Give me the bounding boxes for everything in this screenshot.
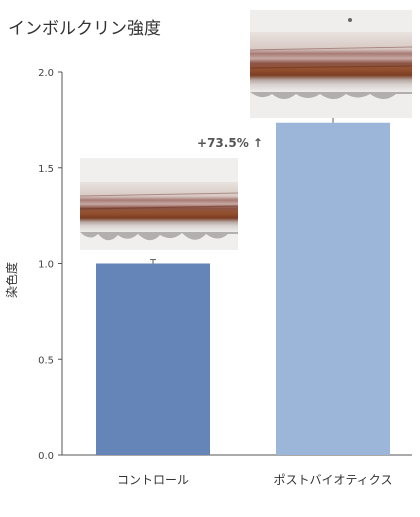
x-category-label: コントロール bbox=[117, 473, 189, 487]
bar-control bbox=[96, 263, 210, 455]
control-tissue-micrograph bbox=[79, 158, 239, 250]
postbiotics-tissue-micrograph bbox=[249, 10, 413, 118]
increase-annotation: +73.5% ↑ bbox=[197, 136, 263, 150]
y-tick-label: 2.0 bbox=[38, 68, 54, 79]
y-axis-label: 染色度 bbox=[4, 262, 19, 298]
bar-postbiotics bbox=[276, 122, 390, 455]
error-bar bbox=[150, 259, 156, 264]
y-tick-label: 1.0 bbox=[38, 260, 54, 271]
y-tick-label: 0.0 bbox=[38, 451, 54, 462]
chart-title: インボルクリン強度 bbox=[8, 19, 161, 39]
x-category-label: ポストバイオティクス bbox=[274, 473, 393, 487]
y-tick-label: 0.5 bbox=[38, 355, 54, 366]
y-tick-label: 1.5 bbox=[38, 164, 54, 175]
